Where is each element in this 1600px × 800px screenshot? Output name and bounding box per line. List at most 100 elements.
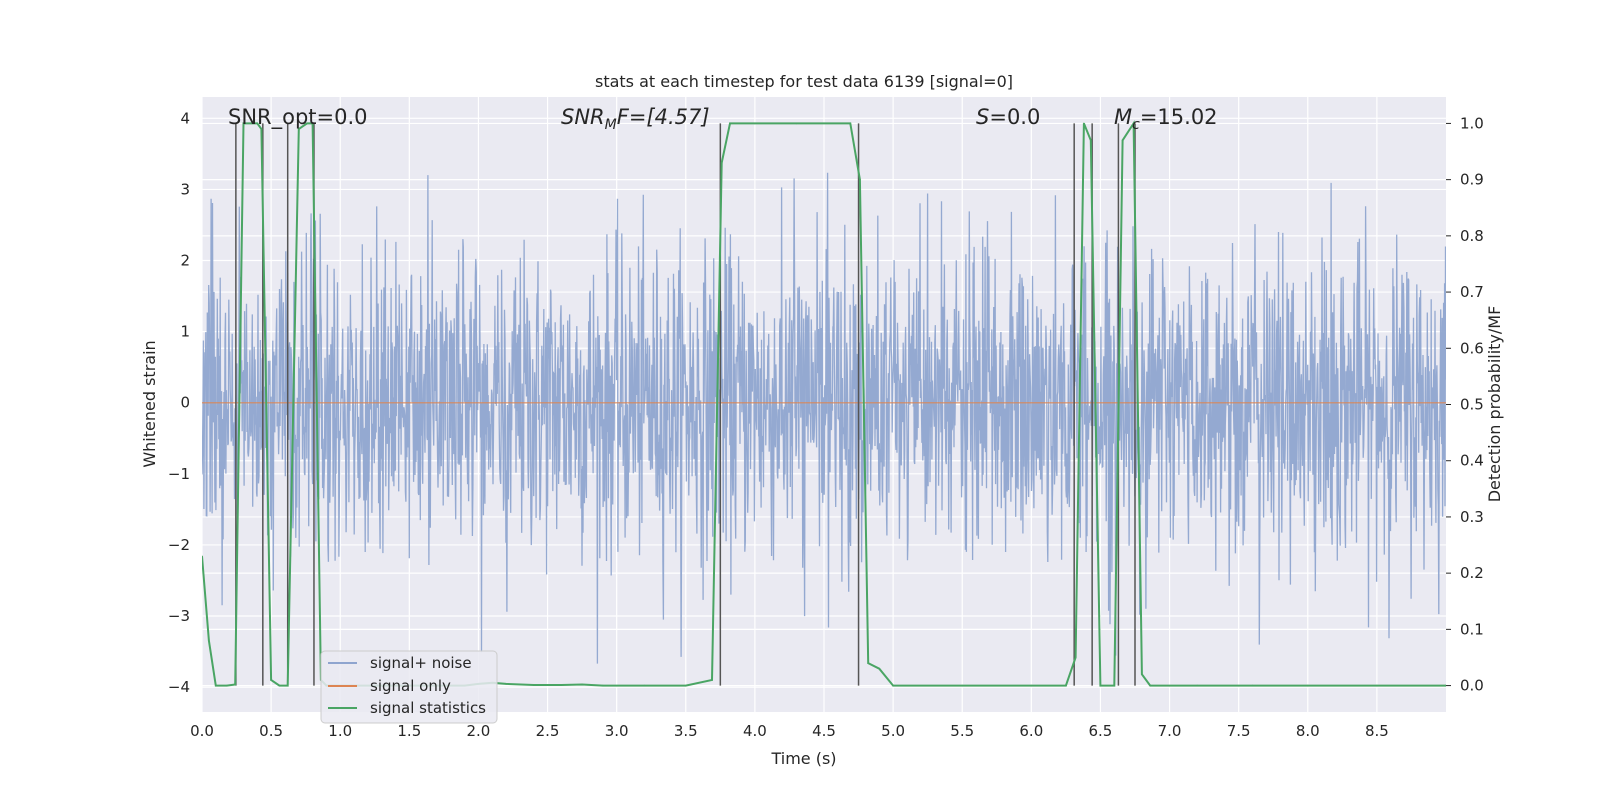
signal-statistics-point — [297, 128, 300, 130]
signal-statistics-point — [202, 555, 203, 558]
signal-statistics-point — [720, 161, 723, 164]
annotation-mc-value: =15.02 — [1140, 105, 1218, 129]
signal-statistics-point — [581, 683, 583, 686]
x-tick-label: 6.0 — [1019, 722, 1043, 740]
y-tick-label: −3 — [168, 607, 190, 625]
signal-statistics-point — [256, 122, 259, 125]
signal-statistics-point — [892, 684, 894, 687]
signal-statistics-point — [1074, 656, 1077, 659]
signal-statistics-point — [684, 684, 687, 687]
signal-statistics-point — [867, 662, 870, 664]
y2-tick-label: 0.0 — [1460, 677, 1484, 695]
signal-statistics-point — [1149, 684, 1152, 687]
signal-statistics-point — [208, 639, 210, 642]
chart-title: stats at each timestep for test data 613… — [595, 72, 1013, 91]
signal-statistics-point — [226, 684, 228, 687]
x-tick-label: 4.5 — [812, 722, 836, 740]
y2-tick-label: 1.0 — [1460, 114, 1484, 132]
signal-statistics-point — [795, 122, 798, 125]
x-tick-label: 4.0 — [743, 722, 767, 740]
signal-statistics-point — [278, 684, 281, 687]
signal-statistics-point — [1251, 684, 1254, 687]
signal-statistics-point — [1376, 684, 1378, 687]
signal-statistics-point — [286, 684, 289, 687]
signal-statistics-point — [1083, 122, 1085, 125]
x-tick-label: 8.5 — [1365, 722, 1389, 740]
legend-box — [320, 650, 498, 724]
signal-statistics-line — [202, 120, 1446, 687]
legend-label-signal-statistics: signal statistics — [370, 699, 486, 717]
y-tick-label: −4 — [168, 678, 190, 696]
signal-statistics-point — [878, 667, 881, 670]
x-tick-label: 7.0 — [1158, 722, 1182, 740]
y2-axis-label: Detection probability/MF — [1485, 306, 1504, 503]
signal-statistics-point — [1196, 684, 1198, 687]
y-tick-label: 0 — [180, 394, 190, 412]
x-tick-label: 3.0 — [605, 722, 629, 740]
x-tick-label: 1.0 — [328, 722, 352, 740]
y-axis-label: Whitened strain — [140, 340, 159, 467]
signal-statistics-point — [643, 684, 646, 687]
legend: signal+ noise signal only signal statist… — [320, 650, 498, 724]
signal-statistics-point — [602, 684, 604, 687]
signal-statistics-point — [729, 122, 731, 125]
x-tick-label: 7.5 — [1227, 722, 1251, 740]
annotation-snr-opt: SNR_opt=0.0 — [228, 105, 368, 130]
signal-statistics-point — [754, 122, 756, 125]
signal-statistics-point — [1306, 684, 1309, 687]
y2-tick-label: 0.2 — [1460, 564, 1484, 582]
annotation-snr-mf-rest: F=[4.57] — [617, 105, 710, 129]
x-tick-label: 5.0 — [881, 722, 905, 740]
signal-statistics-point — [532, 684, 535, 686]
signal-statistics-point — [311, 122, 314, 125]
signal-statistics-point — [1121, 139, 1124, 142]
signal-statistics-point — [1089, 139, 1092, 142]
signal-statistics-point — [270, 679, 272, 681]
y2-tick-label: 0.5 — [1460, 396, 1484, 414]
x-tick-label: 1.5 — [397, 722, 421, 740]
signal-statistics-point — [306, 122, 308, 125]
signal-statistics-point — [560, 684, 563, 686]
signal-statistics-point — [1030, 684, 1033, 687]
x-tick-label: 0.0 — [190, 722, 214, 740]
x-tick-label: 2.0 — [467, 722, 491, 740]
x-tick-label: 5.5 — [950, 722, 974, 740]
y2-tick-label: 0.1 — [1460, 620, 1484, 638]
annotation-s-value: =0.0 — [989, 105, 1040, 129]
x-tick-label: 0.5 — [259, 722, 283, 740]
annotation-snr-mf-base: SNR — [561, 105, 605, 129]
signal-statistics-point — [1445, 684, 1446, 687]
signal-statistics-point — [242, 122, 245, 125]
y2-tick-label: 0.4 — [1460, 452, 1484, 470]
signal-statistics-point — [1132, 122, 1135, 125]
y2-tick-label: 0.6 — [1460, 339, 1484, 357]
y2-tick-label: 0.3 — [1460, 508, 1484, 526]
legend-label-signal-only: signal only — [370, 677, 451, 695]
signal-statistics-point — [961, 684, 964, 687]
signal-statistics-point — [711, 679, 713, 681]
annotation-snr-mf-sub: M — [605, 117, 617, 133]
signal-statistics-point — [859, 178, 861, 181]
annotation-s-label: S — [976, 105, 989, 129]
y2-tick-label: 0.9 — [1460, 171, 1484, 189]
y-tick-label: 2 — [180, 252, 190, 270]
annotation-s: S=0.0 — [976, 105, 1040, 129]
signal-statistics-point — [1065, 684, 1067, 687]
annotation-mc: Mc=15.02 — [1114, 105, 1218, 133]
signal-statistics-point — [1113, 684, 1116, 687]
x-tick-label: 3.5 — [674, 722, 698, 740]
y2-tick-label: 0.8 — [1460, 227, 1484, 245]
x-axis-label: Time (s) — [770, 749, 836, 768]
signal-statistics-point — [260, 128, 263, 130]
legend-label-signal-noise: signal+ noise — [370, 654, 472, 672]
y2-tick-label: 0.7 — [1460, 283, 1484, 301]
annotation-mc-base: M — [1114, 105, 1132, 129]
x-axis-ticks: 0.0 0.5 1.0 1.5 2.0 2.5 3.0 3.5 4.0 4.5 5.0 5.5 6.0 6… — [190, 722, 1389, 740]
signal-noise-line — [202, 172, 1446, 664]
signal-statistics-point — [849, 122, 852, 125]
y-tick-label: −1 — [168, 465, 190, 483]
annotation-snr-mf: SNRMF=[4.57] — [561, 105, 710, 133]
signal-statistics-point — [215, 684, 217, 687]
signal-statistics-point — [234, 683, 236, 686]
